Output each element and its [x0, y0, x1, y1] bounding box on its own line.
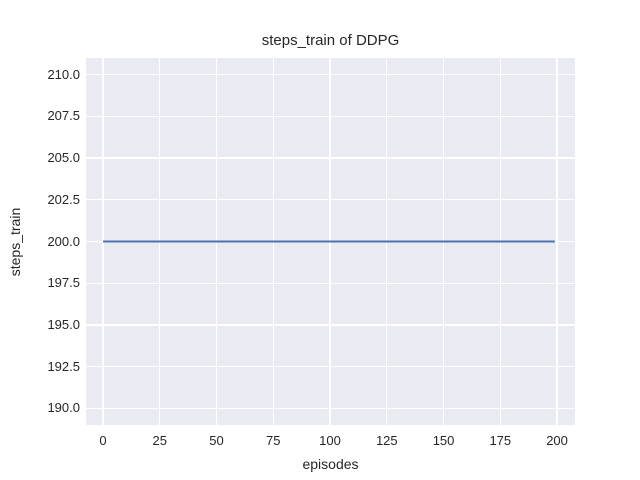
x-tick-label: 25	[152, 433, 168, 448]
y-grid-line	[86, 157, 575, 159]
x-axis-label: episodes	[302, 456, 359, 472]
chart-title: steps_train of DDPG	[261, 32, 400, 49]
y-grid-line	[86, 407, 575, 409]
y-tick-label: 202.5	[47, 191, 80, 207]
y-grid-line	[86, 199, 575, 201]
x-tick-label: 50	[209, 433, 224, 448]
plot-area	[86, 58, 575, 425]
y-tick-label: 207.5	[47, 108, 80, 124]
y-tick-label: 210.0	[47, 66, 80, 82]
x-tick-label: 100	[319, 433, 341, 448]
y-axis-label: steps_train	[7, 207, 23, 277]
y-grid-line	[86, 324, 575, 326]
y-tick-label: 205.0	[47, 150, 80, 166]
x-tick-label: 75	[266, 433, 281, 448]
y-grid-line	[86, 365, 575, 368]
x-tick-label: 125	[375, 433, 398, 448]
y-grid-line	[86, 282, 575, 284]
y-tick-label: 197.5	[47, 275, 80, 291]
series-layer	[103, 240, 555, 243]
x-tick-label: 150	[432, 433, 455, 448]
x-tick-label: 175	[489, 433, 512, 448]
y-tick-label: 195.0	[47, 316, 80, 332]
y-tick-label: 190.0	[47, 400, 80, 416]
x-tick-label: 0	[99, 433, 107, 448]
y-tick-label: 200.0	[47, 233, 80, 249]
y-tick-label: 192.5	[47, 358, 80, 374]
x-tick-label: 200	[546, 433, 568, 448]
y-grid-line	[86, 115, 575, 118]
y-grid-line	[86, 74, 575, 76]
